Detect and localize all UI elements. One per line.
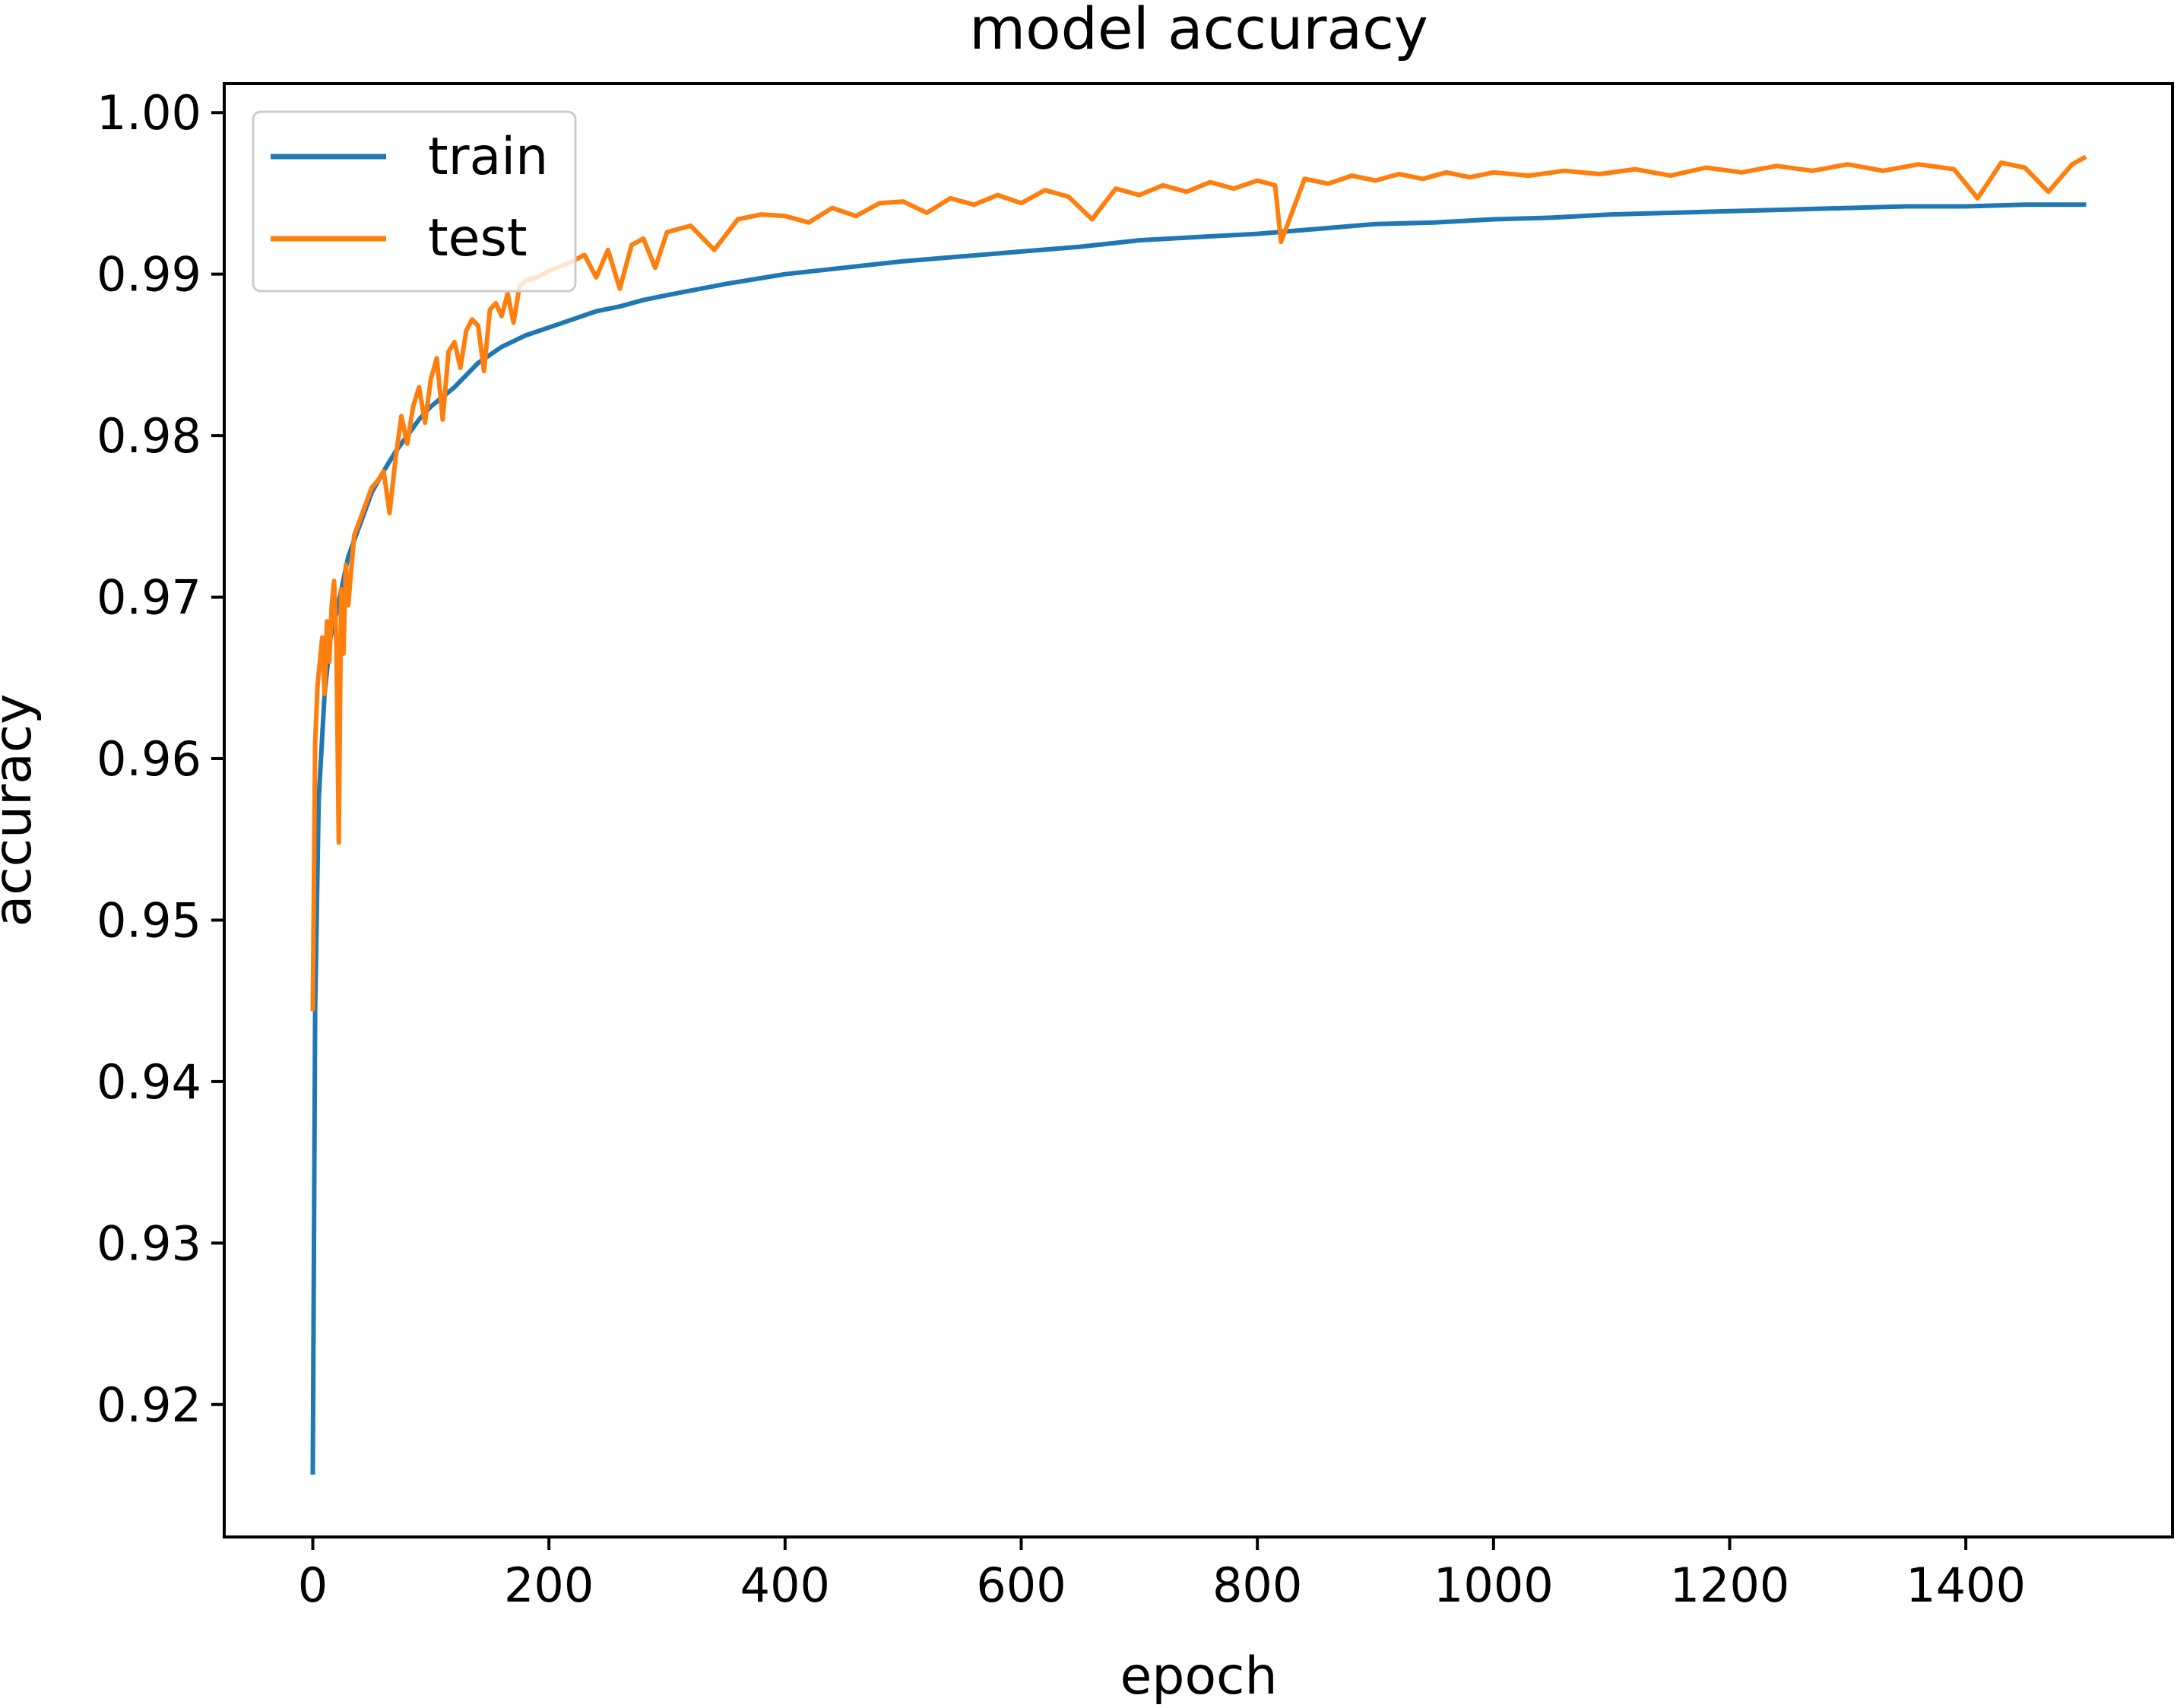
chart-title: model accuracy bbox=[969, 0, 1428, 62]
legend-label-train: train bbox=[428, 127, 548, 187]
x-tick-label: 600 bbox=[976, 1557, 1066, 1613]
x-tick-label: 1400 bbox=[1906, 1557, 2026, 1613]
y-axis-title: accuracy bbox=[0, 694, 43, 927]
y-tick-label: 0.94 bbox=[97, 1054, 201, 1110]
y-tick-label: 0.96 bbox=[97, 731, 201, 787]
plot-frame bbox=[223, 82, 2174, 1538]
y-tick-label: 0.97 bbox=[97, 570, 201, 626]
x-tick-label: 0 bbox=[298, 1557, 328, 1613]
y-tick-label: 0.98 bbox=[97, 408, 201, 464]
x-tick-label: 200 bbox=[504, 1557, 594, 1613]
legend: train test bbox=[252, 110, 577, 293]
x-axis-ticks: 0 200 400 600 800 1000 1200 1400 bbox=[298, 1537, 2026, 1613]
x-axis-title: epoch bbox=[1120, 1646, 1277, 1706]
y-tick-label: 0.95 bbox=[97, 892, 201, 948]
legend-label-test: test bbox=[428, 208, 528, 268]
series-layer bbox=[310, 154, 2087, 1475]
x-tick-label: 1200 bbox=[1670, 1557, 1790, 1613]
y-tick-label: 0.93 bbox=[97, 1215, 201, 1271]
series-line-test bbox=[310, 154, 2087, 1012]
y-axis-ticks: 0.92 0.93 0.94 0.95 0.96 0.97 0.98 0.99 1.00 bbox=[97, 85, 224, 1433]
x-tick-label: 1000 bbox=[1434, 1557, 1554, 1613]
x-tick-label: 800 bbox=[1212, 1557, 1302, 1613]
x-tick-label: 400 bbox=[740, 1557, 830, 1613]
y-tick-label: 1.00 bbox=[97, 85, 201, 141]
y-tick-label: 0.92 bbox=[97, 1377, 201, 1433]
y-tick-label: 0.99 bbox=[97, 247, 201, 303]
